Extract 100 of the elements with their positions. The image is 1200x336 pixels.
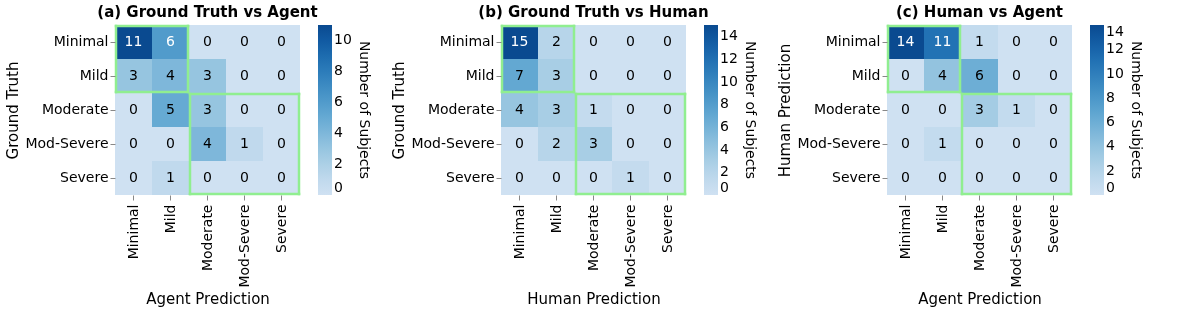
- y-tick-label: Severe: [832, 169, 881, 185]
- color-bar-label: 6: [334, 93, 343, 110]
- x-tick-label: Moderate: [970, 204, 987, 272]
- y-tick-label: Severe: [60, 169, 109, 185]
- x-tick-label: Mod-Severe: [1007, 204, 1024, 288]
- data-label: 0: [975, 169, 984, 185]
- color-bar-label: 8: [720, 95, 729, 112]
- data-label: 0: [129, 169, 138, 185]
- data-label: 0: [901, 135, 910, 151]
- color-bar-label: 14: [720, 27, 738, 44]
- data-label: 0: [975, 135, 984, 151]
- data-label: 0: [663, 101, 672, 117]
- y-tick-label: Mild: [79, 67, 109, 83]
- x-tick-label: Severe: [658, 204, 675, 253]
- color-bar-label: 4: [1106, 137, 1115, 154]
- data-label: 0: [938, 101, 947, 117]
- data-label: 0: [129, 135, 138, 151]
- data-label: 1: [626, 169, 635, 185]
- data-label: 1: [1012, 101, 1021, 117]
- data-label: 0: [552, 169, 561, 185]
- x-axis-title: Agent Prediction: [146, 289, 270, 308]
- y-axis-title: Ground Truth: [4, 61, 23, 160]
- data-label: 2: [552, 135, 561, 151]
- data-label: 4: [515, 101, 525, 117]
- color-bar-label: 8: [1106, 88, 1115, 105]
- x-tick-label: Mod-Severe: [621, 204, 638, 288]
- data-label: 3: [552, 101, 561, 117]
- y-tick-label: Moderate: [427, 101, 495, 117]
- data-label: 0: [589, 33, 598, 49]
- y-tick-label: Mild: [465, 67, 495, 83]
- data-label: 1: [240, 135, 249, 151]
- data-label: 6: [975, 67, 985, 83]
- data-label: 3: [203, 67, 212, 83]
- y-tick-label: Minimal: [439, 33, 495, 49]
- data-label: 0: [1012, 67, 1021, 83]
- data-label: 0: [240, 67, 249, 83]
- data-label: 0: [240, 33, 249, 49]
- data-label: 3: [552, 67, 561, 83]
- data-label: 0: [1012, 169, 1021, 185]
- data-label: 7: [515, 67, 524, 83]
- x-axis-title: Agent Prediction: [918, 289, 1042, 308]
- data-label: 0: [1049, 67, 1058, 83]
- data-label: 0: [240, 169, 249, 185]
- data-label: 11: [933, 33, 952, 49]
- data-label: 6: [166, 33, 176, 49]
- x-tick-label: Moderate: [198, 204, 215, 272]
- data-label: 5: [166, 101, 175, 117]
- color-bar-title: Number of Subjects: [357, 40, 373, 180]
- data-label: 0: [277, 33, 286, 49]
- y-tick-label: Mod-Severe: [797, 135, 881, 151]
- chart-title: (a) Ground Truth vs Agent: [97, 3, 318, 22]
- x-tick-label: Mod-Severe: [235, 204, 252, 288]
- data-label: 15: [510, 33, 529, 49]
- data-label: 0: [626, 33, 635, 49]
- data-label: 11: [124, 33, 143, 49]
- color-bar-label: 12: [720, 50, 738, 66]
- y-tick-label: Minimal: [53, 33, 109, 49]
- data-label: 0: [1049, 169, 1058, 185]
- color-bar-label: 2: [1106, 161, 1115, 178]
- data-label: 0: [166, 135, 175, 151]
- y-tick-label: Minimal: [825, 33, 881, 49]
- y-axis-title: Ground Truth: [390, 61, 409, 160]
- data-label: 4: [203, 135, 213, 151]
- color-bar-label: 0: [1106, 179, 1115, 195]
- color-bar-title: Number of Subjects: [1129, 40, 1145, 180]
- color-bar-label: 10: [720, 72, 738, 89]
- color-bar-label: 0: [720, 179, 729, 195]
- color-bar-label: 6: [1106, 113, 1115, 130]
- data-label: 0: [203, 33, 212, 49]
- data-label: 0: [277, 169, 286, 185]
- color-bar-label: 4: [334, 124, 343, 141]
- x-tick-label: Mild: [547, 204, 564, 234]
- data-label: 0: [626, 67, 635, 83]
- data-label: 0: [626, 135, 635, 151]
- data-label: 0: [589, 67, 598, 83]
- color-bar-label: 4: [720, 140, 729, 157]
- data-label: 0: [901, 101, 910, 117]
- data-label: 0: [663, 67, 672, 83]
- color-bar-label: 8: [334, 62, 343, 79]
- chart-title: (c) Human vs Agent: [895, 3, 1064, 22]
- x-tick-label: Severe: [1044, 204, 1061, 253]
- color-bar-label: 6: [720, 118, 729, 134]
- data-label: 4: [166, 67, 176, 83]
- data-label: 14: [896, 33, 915, 49]
- x-tick-label: Severe: [272, 204, 289, 253]
- data-label: 0: [1049, 135, 1058, 151]
- data-label: 0: [901, 67, 910, 83]
- data-label: 0: [515, 169, 524, 185]
- y-tick-label: Severe: [446, 169, 495, 185]
- data-label: 0: [515, 135, 524, 151]
- data-label: 3: [203, 101, 212, 117]
- color-bar-title: Number of Subjects: [743, 40, 759, 180]
- chart-title: (b) Ground Truth vs Human: [478, 3, 709, 22]
- data-label: 0: [626, 101, 635, 117]
- x-tick-label: Mild: [161, 204, 178, 234]
- data-label: 0: [1012, 135, 1021, 151]
- data-label: 0: [1049, 101, 1058, 117]
- data-label: 0: [1012, 33, 1021, 49]
- data-label: 0: [129, 101, 138, 117]
- data-label: 2: [552, 33, 561, 49]
